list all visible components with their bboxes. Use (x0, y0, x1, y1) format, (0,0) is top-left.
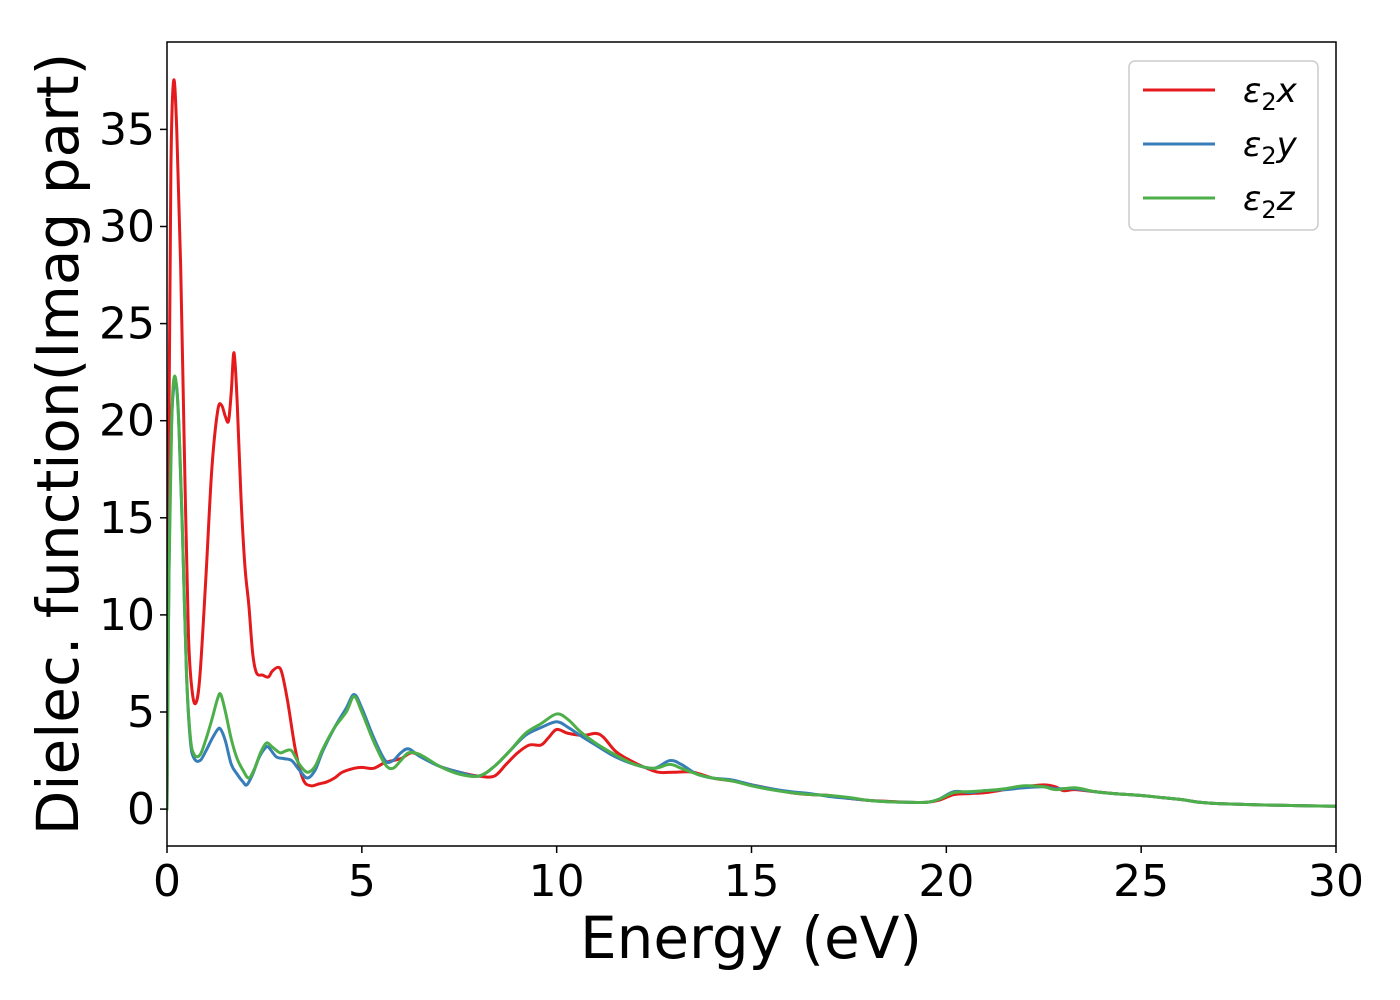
x-axis-ticks: 0 5 10 15 20 25 30 (153, 846, 1364, 907)
y-tick-label: 0 (127, 784, 155, 835)
x-tick-label: 20 (918, 856, 974, 907)
x-tick-label: 30 (1308, 856, 1364, 907)
plot-area (167, 78, 1336, 811)
legend: ε2x ε2y ε2z (1128, 60, 1319, 231)
y-tick-label: 35 (99, 104, 155, 155)
x-tick-label: 25 (1113, 856, 1169, 907)
x-tick-label: 10 (529, 856, 585, 907)
y-axis-label: Dielec. function(Imag part) (24, 53, 92, 836)
legend-label-z: ε2z (1243, 179, 1296, 224)
x-tick-label: 5 (348, 856, 376, 907)
legend-box (1128, 60, 1319, 231)
y-tick-label: 5 (127, 687, 155, 738)
y-axis-ticks: 0 5 10 15 20 25 30 35 (99, 104, 167, 835)
y-tick-label: 15 (99, 493, 155, 544)
y-tick-label: 20 (99, 396, 155, 447)
x-axis-label: Energy (eV) (580, 904, 922, 972)
y-tick-label: 10 (99, 590, 155, 641)
y-tick-label: 25 (99, 299, 155, 350)
y-tick-label: 30 (99, 201, 155, 252)
x-tick-label: 15 (724, 856, 780, 907)
series-line-z (167, 374, 1336, 811)
legend-label-y: ε2y (1243, 125, 1298, 170)
legend-label-x: ε2x (1243, 71, 1298, 116)
x-tick-label: 0 (153, 856, 181, 907)
